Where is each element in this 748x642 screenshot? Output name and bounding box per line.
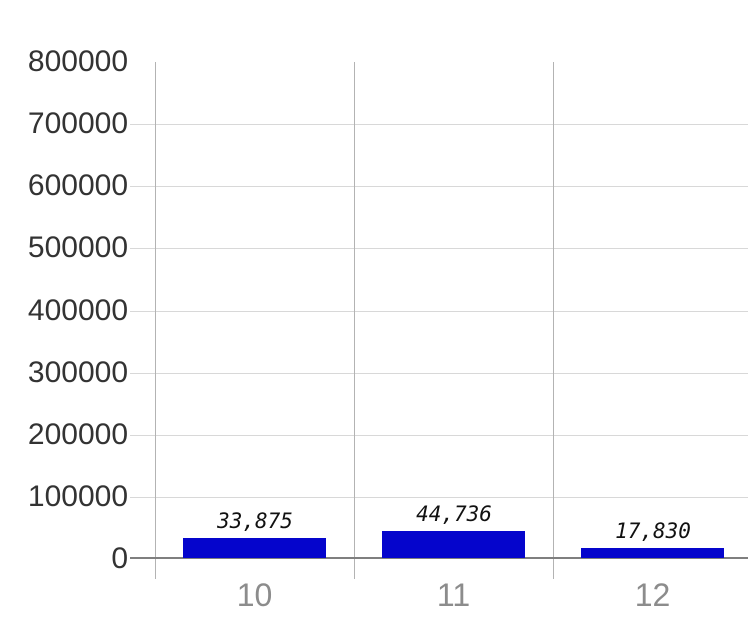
y-axis-tick-label: 100000 (27, 480, 128, 513)
y-axis-tick-label: 0 (111, 542, 128, 575)
bar (382, 531, 525, 558)
x-axis-line (130, 557, 748, 559)
vertical-gridline (155, 62, 156, 579)
bar-value-label: 33,875 (217, 509, 293, 533)
y-axis-tick-label: 400000 (27, 294, 128, 327)
bar-value-label: 44,736 (416, 502, 492, 526)
horizontal-gridline (130, 497, 748, 498)
x-axis-category-label: 10 (236, 577, 273, 613)
bar-value-label: 17,830 (615, 519, 691, 543)
horizontal-gridline (130, 124, 748, 125)
y-axis-tick-label: 600000 (27, 169, 128, 202)
x-axis-category-label: 11 (436, 577, 471, 613)
vertical-gridline (553, 62, 554, 579)
vertical-gridline (354, 62, 355, 579)
horizontal-gridline (130, 186, 748, 187)
y-axis-tick-label: 800000 (27, 45, 128, 78)
y-axis-tick-label: 300000 (27, 356, 128, 389)
horizontal-gridline (130, 248, 748, 249)
bar (183, 538, 326, 558)
y-axis-tick-label: 700000 (27, 107, 128, 140)
horizontal-gridline (130, 373, 748, 374)
y-axis-tick-label: 500000 (27, 231, 128, 264)
horizontal-gridline (130, 435, 748, 436)
y-axis-tick-label: 200000 (27, 418, 128, 451)
horizontal-gridline (130, 311, 748, 312)
bar (581, 548, 724, 558)
x-axis-category-label: 12 (634, 577, 671, 613)
